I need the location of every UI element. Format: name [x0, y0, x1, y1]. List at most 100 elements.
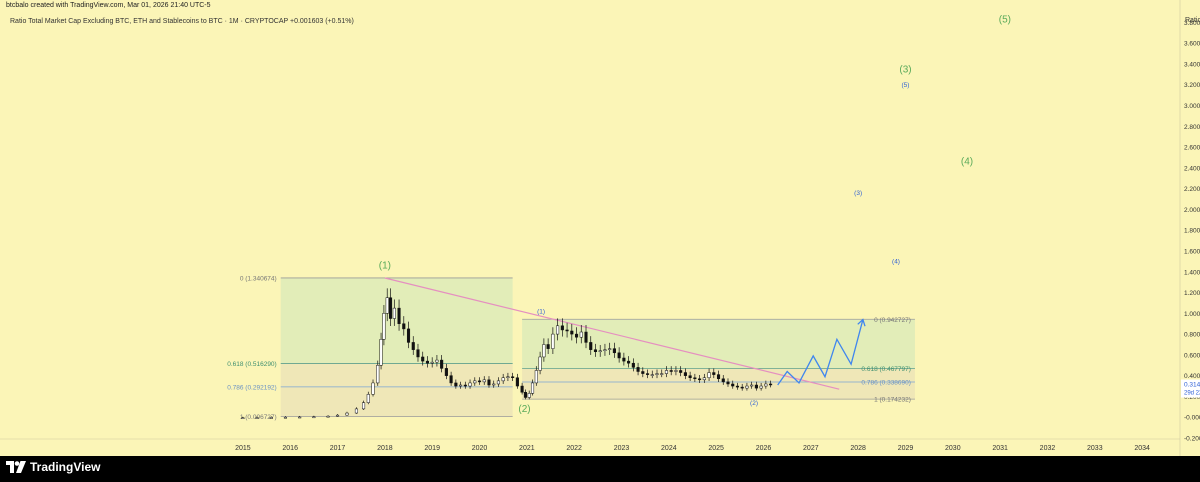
candle-body	[511, 376, 515, 378]
candle-body	[501, 377, 505, 382]
fib-zone-upper	[280, 277, 513, 364]
time-axis-tick-label: 2029	[898, 445, 914, 452]
candle-body	[584, 331, 588, 343]
price-axis-tick-label: 2.800000	[1184, 124, 1200, 131]
price-axis-tick-label: 3.000000	[1184, 103, 1200, 110]
candle-body	[411, 342, 415, 350]
symbol-legend[interactable]: Ratio Total Market Cap Excluding BTC, ET…	[10, 18, 354, 25]
projection-arrowhead	[857, 318, 866, 327]
price-axis-tick-label: 2.400000	[1184, 165, 1200, 172]
wave-label: (3)	[854, 190, 862, 197]
candle-body	[683, 372, 687, 376]
credit-line: btcbalo created with TradingView.com, Ma…	[6, 2, 211, 9]
candle-body	[345, 412, 349, 416]
candle-body	[388, 297, 393, 319]
fib-level-label: 1 (0.174232)	[874, 397, 911, 404]
time-axis-tick-label: 2027	[803, 445, 819, 452]
candle-body	[520, 385, 524, 393]
candle-body	[255, 417, 259, 419]
candle-body	[326, 415, 330, 418]
fib-level-label: 0.786 (0.338690)	[861, 380, 911, 387]
time-axis-tick-label: 2030	[945, 445, 961, 452]
candle-body	[542, 344, 546, 358]
time-axis-tick-label: 2018	[377, 445, 393, 452]
candle-body	[269, 417, 273, 419]
candle-body	[650, 374, 654, 376]
candle-body	[735, 385, 740, 388]
tradingview-logo[interactable]: TradingView	[6, 460, 100, 474]
time-axis-tick-label: 2022	[566, 445, 582, 452]
price-axis-tick-label: -0.000000	[1184, 415, 1200, 422]
price-axis-tick-label: 3.600000	[1184, 41, 1200, 48]
candle-body	[769, 383, 773, 386]
candle-body	[406, 328, 411, 343]
candle-body	[312, 416, 316, 419]
candle-body	[721, 378, 725, 383]
candle-body	[430, 361, 434, 364]
candle-body	[449, 375, 453, 384]
candle-body	[298, 416, 302, 419]
candle-body	[477, 380, 482, 383]
wave-label: (4)	[892, 258, 900, 265]
wave-label: (5)	[999, 14, 1011, 25]
time-axis-tick-label: 2025	[708, 445, 724, 452]
price-axis-tick-label: 2.200000	[1184, 186, 1200, 193]
fib-zone-lower	[280, 363, 513, 417]
tradingview-logo-icon	[6, 461, 26, 473]
fib-level-label: 0.618 (0.516290)	[227, 361, 277, 368]
chart-panel[interactable]: 0 (1.340674) 0.618 (0.516290) 0.786 (0.292…	[0, 0, 1200, 456]
candle-body	[679, 370, 683, 373]
candle-body	[631, 362, 635, 368]
candle-body	[622, 357, 626, 362]
wave-label: (5)	[902, 82, 910, 89]
candle-body	[669, 370, 673, 372]
candle-body	[435, 359, 439, 363]
chart-canvas[interactable]: 0 (1.340674) 0.618 (0.516290) 0.786 (0.292…	[0, 0, 1200, 456]
trendline	[384, 277, 840, 390]
price-axis-tick-label: 1.600000	[1184, 248, 1200, 255]
candle-body	[627, 360, 631, 364]
candle-body	[440, 359, 444, 369]
candle-body	[745, 385, 749, 389]
price-axis-tick-label: 1.800000	[1184, 228, 1200, 235]
candle-body	[556, 325, 560, 335]
time-axis-tick-label: 2016	[282, 445, 298, 452]
wave-label: (1)	[379, 261, 391, 272]
candle-body	[636, 367, 640, 372]
candle-body	[473, 380, 477, 384]
price-axis-title: Ratio	[1185, 17, 1200, 24]
candle-body	[570, 330, 574, 335]
candle-body	[402, 323, 406, 330]
time-axis-tick-label: 2032	[1040, 445, 1056, 452]
wave-label: (3)	[899, 64, 911, 75]
time-axis-tick-label: 2023	[614, 445, 630, 452]
candle-body	[492, 383, 496, 386]
candle-body	[335, 414, 340, 417]
candle-body	[354, 408, 359, 414]
candle-body	[463, 384, 467, 387]
candle-body	[731, 383, 735, 387]
candle-body	[487, 379, 491, 386]
price-axis-tick-label: 3.200000	[1184, 82, 1200, 89]
price-axis-tick-label: 3.800000	[1184, 20, 1200, 27]
candle-body	[617, 352, 621, 359]
candle-body	[764, 383, 768, 387]
price-axis-tick-label: 0.600000	[1184, 352, 1200, 359]
candle-body	[565, 329, 569, 332]
candle-body	[612, 348, 616, 354]
footer-bar	[0, 456, 1200, 482]
last-price-badge	[1181, 379, 1200, 398]
candle-body	[444, 368, 448, 376]
candle-body	[496, 380, 500, 385]
candle-body	[459, 384, 463, 387]
price-axis-tick-label: 0.800000	[1184, 332, 1200, 339]
candle-body	[482, 379, 486, 383]
candle-body	[376, 365, 380, 384]
bar-countdown: 29d 22h	[1184, 391, 1200, 397]
candle-body	[379, 339, 383, 366]
time-axis-tick-label: 2028	[850, 445, 866, 452]
candle-body	[366, 394, 370, 403]
last-price-value: 0.314221	[1184, 382, 1200, 389]
candle-body	[551, 333, 555, 349]
